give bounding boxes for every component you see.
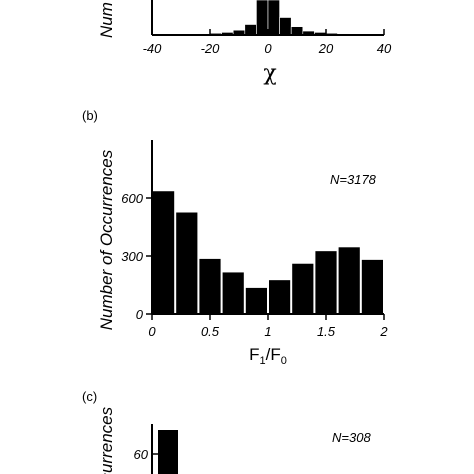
panel-b-bars bbox=[153, 191, 383, 314]
panel-c-label: (c) bbox=[82, 389, 97, 404]
panel-b-y-ticks: 0 300 600 bbox=[121, 191, 152, 322]
panel-b-y-tick-label: 300 bbox=[121, 249, 143, 264]
panel-b-bar bbox=[292, 263, 314, 314]
panel-a-bar bbox=[267, 0, 280, 36]
panel-b-n-annotation: N=3178 bbox=[330, 172, 377, 187]
panel-a-bar bbox=[279, 17, 292, 36]
panel-b-bar bbox=[199, 258, 221, 314]
panel-b-y-tick-label: 600 bbox=[121, 191, 143, 206]
panel-c-histogram: (c) ccurrences 60 N=308 bbox=[82, 389, 371, 474]
panel-b-x-tick-label: 1 bbox=[264, 324, 271, 339]
panel-b-bar bbox=[315, 251, 337, 314]
panel-a-bar bbox=[256, 0, 269, 36]
panel-b-xlabel: F1/F0 bbox=[249, 345, 287, 367]
panel-b-x-tick-label: 0.5 bbox=[201, 324, 220, 339]
panel-a-ylabel: Num bbox=[97, 2, 116, 38]
panel-b-bar bbox=[222, 272, 244, 314]
panel-a-xlabel-chi: χ bbox=[263, 61, 276, 86]
panel-b-x-tick-label: 2 bbox=[379, 324, 388, 339]
panel-b-histogram: (b) Number of Occurrences 0 0.5 1 1.5 2 0 300… bbox=[82, 108, 388, 367]
panel-b-bar bbox=[245, 287, 267, 314]
panel-b-label: (b) bbox=[82, 108, 98, 123]
panel-c-n-annotation: N=308 bbox=[332, 430, 371, 445]
panel-c-ylabel: ccurrences bbox=[97, 406, 116, 474]
panel-a-bar bbox=[290, 26, 304, 36]
panel-b-x-tick-label: 1.5 bbox=[317, 324, 336, 339]
panel-b-bar bbox=[269, 280, 291, 314]
panel-b-bar bbox=[176, 212, 198, 314]
panel-b-x-ticks: 0 0.5 1 1.5 2 bbox=[148, 314, 388, 339]
panel-c-bar bbox=[158, 430, 178, 474]
panel-a-x-tick-label: -40 bbox=[143, 41, 163, 56]
panel-b-bar bbox=[338, 247, 360, 314]
panel-c-y-tick-label-60: 60 bbox=[134, 447, 149, 462]
panel-a-x-tick-label: 20 bbox=[318, 41, 334, 56]
panel-b-ylabel: Number of Occurrences bbox=[97, 149, 116, 330]
panel-b-bar bbox=[153, 191, 175, 314]
panel-a-histogram: Num -40 -20 0 20 40 χ bbox=[97, 0, 392, 86]
panel-b-y-tick-label: 0 bbox=[136, 307, 144, 322]
panel-a-x-ticks: -40 -20 0 20 40 bbox=[143, 29, 392, 56]
panel-b-x-tick-label: 0 bbox=[148, 324, 156, 339]
panel-a-x-tick-label: -20 bbox=[201, 41, 221, 56]
panel-a-x-tick-label: 0 bbox=[264, 41, 272, 56]
panel-a-x-tick-label: 40 bbox=[377, 41, 392, 56]
panel-a-bar bbox=[244, 24, 257, 36]
panel-b-bar bbox=[361, 259, 383, 314]
